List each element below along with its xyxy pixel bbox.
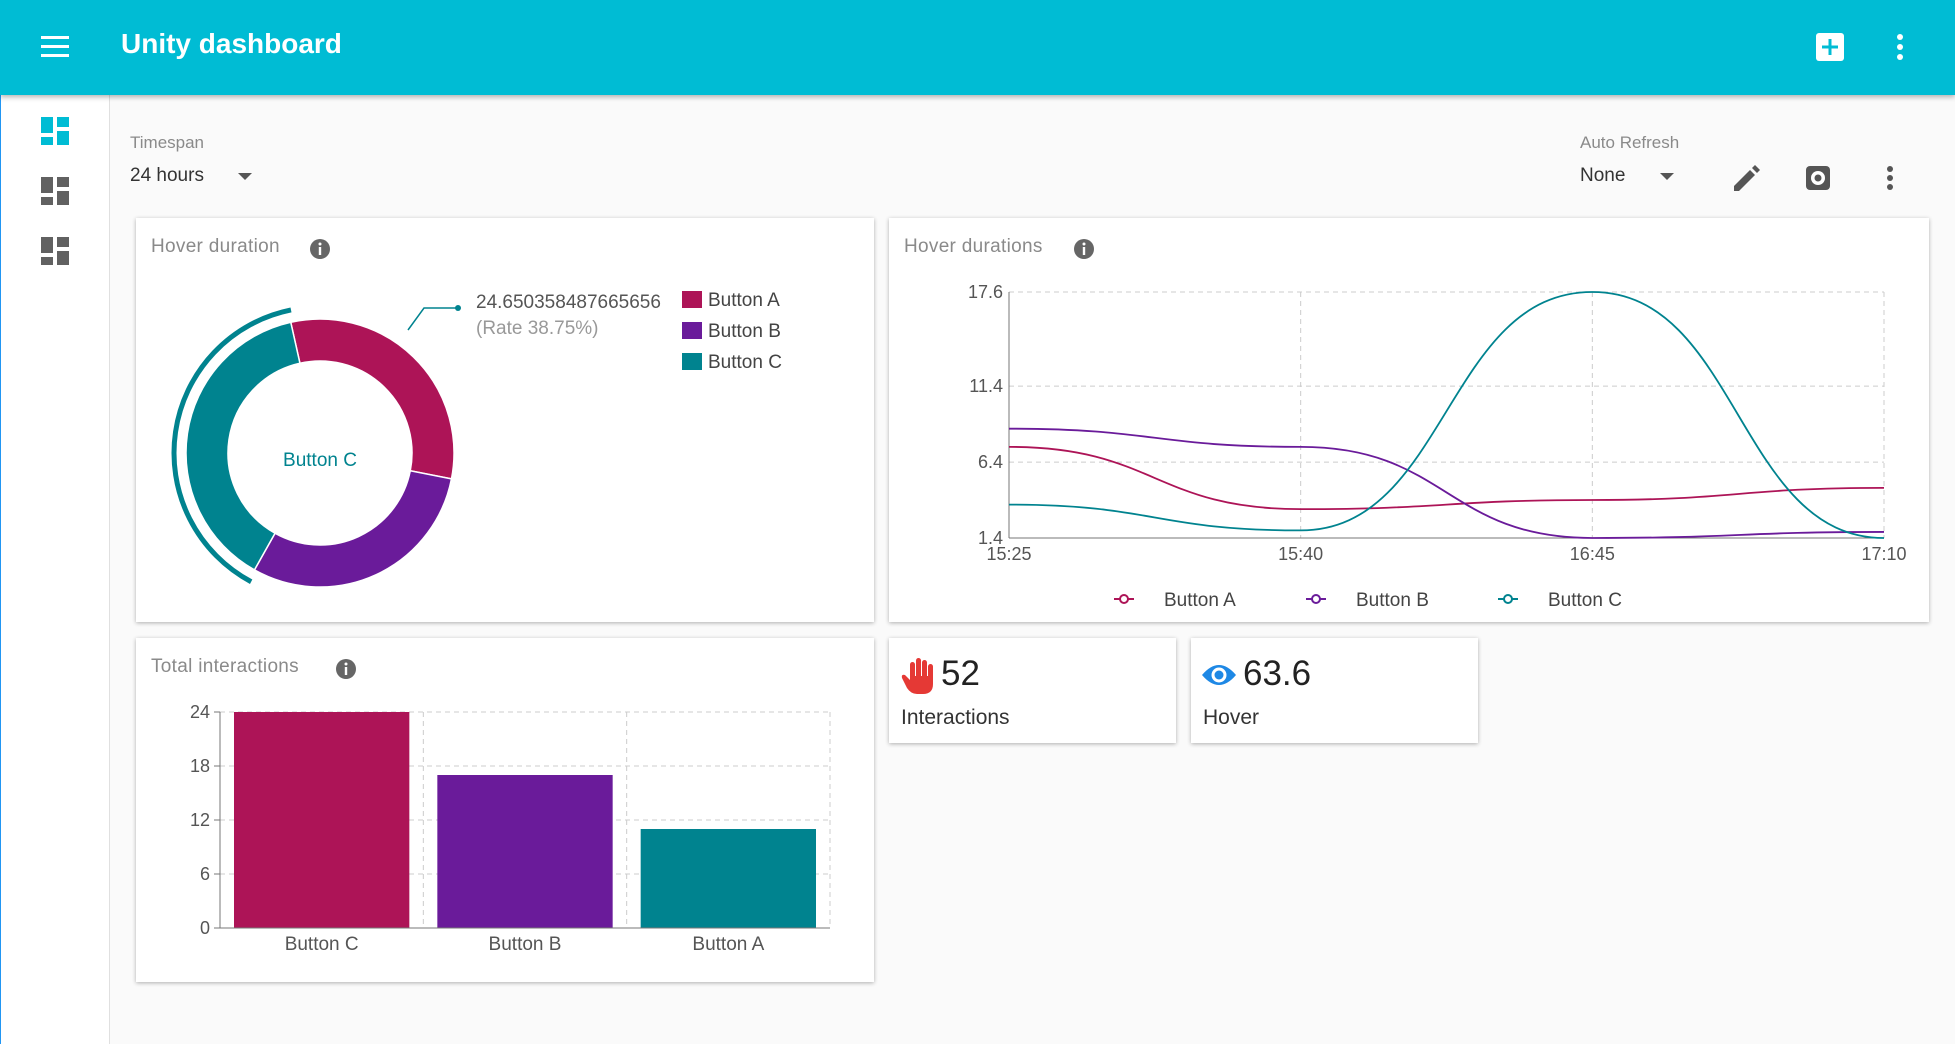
- dashboard-icon[interactable]: [39, 115, 71, 147]
- x-tick-label: 15:25: [986, 544, 1031, 564]
- auto-refresh-label: Auto Refresh: [1580, 133, 1680, 152]
- dashboard-icon[interactable]: [39, 175, 71, 207]
- interactions-stat-card: 52 Interactions: [889, 638, 1176, 743]
- tooltip-value: 24.650358487665656: [476, 292, 661, 313]
- bar-chart[interactable]: 0 6 12 18 24 Button C Button B Button A: [136, 638, 874, 982]
- hover-value: 63.6: [1243, 654, 1312, 693]
- x-tick-label: Button B: [489, 934, 562, 955]
- hand-icon: [901, 658, 933, 694]
- interactions-value: 52: [941, 654, 980, 693]
- y-tick-label: 18: [190, 756, 210, 776]
- legend-label[interactable]: Button C: [1548, 590, 1622, 611]
- donut-slice-button-c[interactable]: [185, 321, 301, 571]
- hover-durations-card: Hover durations 1.4 6.4 11.4 17.6 15:25 15:40…: [889, 218, 1929, 622]
- legend-label[interactable]: Button C: [708, 352, 782, 373]
- tooltip-leader-line: [407, 307, 458, 331]
- y-tick-label: 0: [200, 918, 210, 938]
- hover-stat-card: 63.6 Hover: [1191, 638, 1478, 743]
- legend-swatch[interactable]: [682, 322, 702, 339]
- x-tick-label: 16:45: [1570, 544, 1615, 564]
- card-title: Hover duration: [151, 236, 280, 257]
- legend-label[interactable]: Button A: [708, 290, 780, 311]
- legend-label[interactable]: Button B: [708, 321, 781, 342]
- legend-marker-dot: [1311, 594, 1321, 604]
- pencil-icon[interactable]: [1726, 158, 1766, 198]
- timespan-value: 24 hours: [130, 165, 204, 186]
- y-tick-label: 1.4: [978, 528, 1003, 548]
- info-icon[interactable]: [335, 658, 357, 680]
- timespan-label: Timespan: [130, 133, 205, 152]
- x-tick-label: 17:10: [1861, 544, 1906, 564]
- series-line-button-c[interactable]: [1008, 291, 1885, 539]
- dashboard-icon[interactable]: [39, 235, 71, 267]
- x-tick-label: Button C: [285, 934, 359, 955]
- donut-slice-button-a[interactable]: [289, 318, 455, 480]
- total-interactions-card: Total interactions 0 6 12 18 24 Button C Butto…: [136, 638, 874, 982]
- y-tick-label: 24: [190, 702, 210, 722]
- legend-marker-dot: [1503, 594, 1513, 604]
- legend-label[interactable]: Button A: [1164, 590, 1236, 611]
- add-box-icon[interactable]: [1810, 27, 1850, 67]
- info-icon[interactable]: [1073, 238, 1095, 260]
- donut-chart[interactable]: Button C 24.650358487665656 (Rate 38.75%…: [136, 218, 874, 622]
- donut-center-label: Button C: [283, 450, 357, 471]
- legend-swatch[interactable]: [682, 353, 702, 370]
- legend-marker-dot: [1119, 594, 1129, 604]
- sidebar: [0, 95, 110, 1044]
- eye-icon: [1202, 665, 1236, 685]
- chevron-down-icon: [1660, 173, 1674, 180]
- auto-refresh-select[interactable]: None: [1580, 163, 1680, 193]
- legend-label[interactable]: Button B: [1356, 590, 1429, 611]
- info-icon[interactable]: [309, 238, 331, 260]
- series-line-button-a[interactable]: [1008, 445, 1885, 511]
- hover-label: Hover: [1203, 706, 1260, 729]
- y-tick-label: 6.4: [978, 452, 1003, 472]
- y-tick-label: 12: [190, 810, 210, 830]
- y-tick-label: 17.6: [968, 282, 1003, 302]
- menu-icon[interactable]: [30, 25, 78, 69]
- app-bar: Unity dashboard: [0, 0, 1955, 95]
- tooltip-rate: (Rate 38.75%): [476, 318, 599, 339]
- bar-button-b[interactable]: [437, 775, 613, 928]
- line-chart[interactable]: 1.4 6.4 11.4 17.6 15:25 15:40 16:45 17:10 Button…: [889, 218, 1929, 622]
- timespan-select[interactable]: 24 hours: [130, 163, 260, 193]
- chevron-down-icon: [238, 173, 252, 180]
- tooltip-leader-dot: [455, 305, 461, 311]
- interactions-label: Interactions: [901, 706, 1010, 729]
- hover-duration-card: Hover duration Button C 24.6503584876656…: [136, 218, 874, 622]
- donut-slice-button-b[interactable]: [253, 469, 453, 588]
- more-vert-icon[interactable]: [1885, 27, 1915, 67]
- active-slice-halo: [171, 307, 292, 584]
- x-tick-label: 15:40: [1278, 544, 1323, 564]
- bar-button-c[interactable]: [234, 712, 410, 928]
- app-title: Unity dashboard: [121, 28, 342, 59]
- y-tick-label: 11.4: [969, 376, 1003, 396]
- card-title: Total interactions: [151, 656, 299, 677]
- gear-icon[interactable]: [1798, 158, 1838, 198]
- series-line-button-b[interactable]: [1008, 427, 1885, 539]
- bar-button-a[interactable]: [640, 829, 816, 928]
- y-tick-label: 6: [200, 864, 210, 884]
- card-title: Hover durations: [904, 236, 1043, 257]
- x-tick-label: Button A: [692, 934, 764, 955]
- more-vert-icon[interactable]: [1870, 158, 1910, 198]
- legend-swatch[interactable]: [682, 291, 702, 308]
- auto-refresh-value: None: [1580, 165, 1626, 186]
